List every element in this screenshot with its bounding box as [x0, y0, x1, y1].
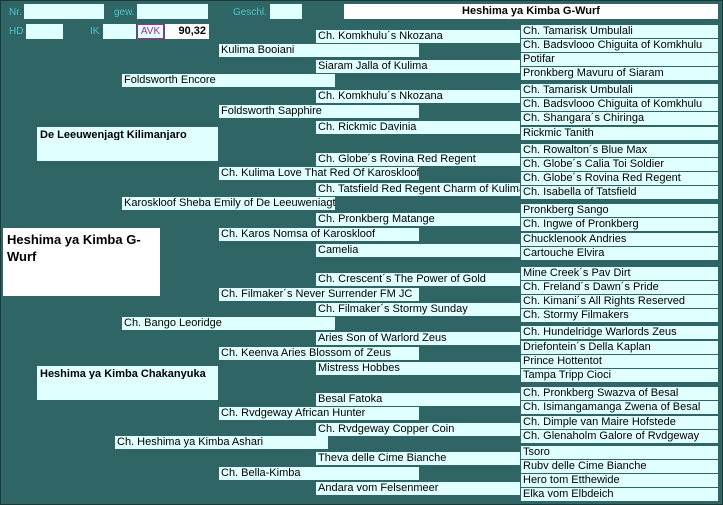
gen5-ancestor[interactable]: Chucklenook Andries	[521, 233, 718, 246]
gen5-ancestor[interactable]: Ch. Ingwe of Pronkberg	[521, 218, 718, 231]
gen5-ancestor[interactable]: Potifar	[521, 53, 718, 66]
gen5-ancestor[interactable]: Tsoro	[521, 446, 718, 459]
gen5-ancestor[interactable]: Ch. Rowalton´s Blue Max	[521, 144, 718, 157]
dam-box[interactable]: Heshima ya Kimba Chakanyuka	[37, 366, 218, 400]
great-grandparent[interactable]: Ch. Kulima Love That Red Of Karoskloof	[219, 167, 419, 180]
gen4-ancestor[interactable]: Ch. Globe´s Rovina Red Regent	[316, 153, 520, 166]
avk-label: AVK	[137, 24, 164, 39]
gen4-ancestor[interactable]: Theva delle Cime Bianche	[316, 452, 520, 465]
gew-label: gew.	[114, 7, 135, 18]
gen4-ancestor[interactable]: Mistress Hobbes	[316, 362, 520, 375]
great-grandparent[interactable]: Ch. Bella-Kimba	[219, 467, 419, 480]
great-grandparent[interactable]: Ch. Filmaker´s Never Surrender FM JC	[219, 288, 419, 301]
sire-name: De Leeuwenjagt Kilimanjaro	[40, 129, 187, 140]
gen5-ancestor[interactable]: Ch. Hundelridge Warlords Zeus	[521, 326, 718, 339]
gen5-ancestor[interactable]: Ch. Globe´s Rovina Red Regent	[521, 172, 718, 185]
gen5-ancestor[interactable]: Ch. Pronkberg Swazva of Besal	[521, 387, 718, 400]
grandparent[interactable]: Ch. Bango Leoridge	[122, 317, 335, 330]
gen4-ancestor[interactable]: Aries Son of Warlord Zeus	[316, 332, 520, 345]
gen5-ancestor[interactable]: Hero tom Etthewide	[521, 474, 718, 487]
gen5-ancestor[interactable]: Ch. Kimani´s All Rights Reserved	[521, 295, 718, 308]
gen5-ancestor[interactable]: Ch. Dimple van Maire Hofstede	[521, 416, 718, 429]
sire-box[interactable]: De Leeuwenjagt Kilimanjaro	[37, 127, 218, 161]
grandparent[interactable]: Karoskloof Sheba Emily of De Leeuweniagt	[122, 197, 335, 210]
great-grandparent[interactable]: Kulima Booiani	[219, 44, 419, 57]
gen4-ancestor[interactable]: Andara vom Felsenmeer	[316, 482, 520, 495]
gen5-ancestor[interactable]: Pronkberg Mavuru of Siaram	[521, 67, 718, 80]
gen5-ancestor[interactable]: Ch. Stormy Filmakers	[521, 309, 718, 322]
gen4-ancestor[interactable]: Ch. Komkhulu´s Nkozana	[316, 30, 520, 43]
gen5-ancestor[interactable]: Ch. Tamarisk Umbulali	[521, 84, 718, 97]
gen5-ancestor[interactable]: Ch. Tamarisk Umbulali	[521, 25, 718, 38]
gen4-ancestor[interactable]: Ch. Rickmic Davinia	[316, 121, 520, 134]
gen5-ancestor[interactable]: Ch. Glenaholm Galore of Rvdgeway	[521, 430, 718, 443]
gen5-ancestor[interactable]: Rubv delle Cime Bianche	[521, 460, 718, 473]
nr-label: Nr.	[9, 7, 22, 18]
ik-label: IK	[90, 26, 100, 37]
subject-name: Heshima ya Kimba G-Wurf	[3, 228, 160, 296]
grandparent[interactable]: Foldsworth Encore	[122, 74, 335, 87]
gen5-ancestor[interactable]: Cartouche Elvira	[521, 247, 718, 260]
nr-field[interactable]	[24, 4, 104, 19]
gen4-ancestor[interactable]: Camelia	[316, 244, 520, 257]
gen4-ancestor[interactable]: Ch. Rvdgeway Copper Coin	[316, 423, 520, 436]
gen5-ancestor[interactable]: Rickmic Tanith	[521, 127, 718, 140]
gen4-ancestor[interactable]: Ch. Crescent´s The Power of Gold	[316, 273, 520, 286]
gen5-ancestor[interactable]: Ch. Badsvlooo Chiguita of Komkhulu	[521, 39, 718, 52]
ik-field[interactable]	[103, 24, 136, 39]
gen5-ancestor[interactable]: Ch. Isimangamanga Zwena of Besal	[521, 401, 718, 414]
hd-field[interactable]	[26, 24, 63, 39]
gen4-ancestor[interactable]: Ch. Tatsfield Red Regent Charm of Kulima	[316, 183, 520, 196]
gen5-ancestor[interactable]: Ch. Isabella of Tatsfield	[521, 186, 718, 199]
gen5-ancestor[interactable]: Elka vom Elbdeich	[521, 488, 718, 501]
gen5-ancestor[interactable]: Ch. Shangara´s Chiringa	[521, 112, 718, 125]
gen5-ancestor[interactable]: Ch. Globe´s Calia Toi Soldier	[521, 158, 718, 171]
great-grandparent[interactable]: Foldsworth Sapphire	[219, 105, 419, 118]
gen5-ancestor[interactable]: Tampa Tripp Cioci	[521, 369, 718, 382]
gew-field[interactable]	[137, 4, 208, 19]
gen5-ancestor[interactable]: Prince Hottentot	[521, 355, 718, 368]
gen5-ancestor[interactable]: Mine Creek´s Pav Dirt	[521, 267, 718, 280]
geschl-field[interactable]	[270, 4, 302, 19]
avk-value: 90,32	[165, 24, 209, 39]
great-grandparent[interactable]: Ch. Karos Nomsa of Karoskloof	[219, 228, 419, 241]
grandparent[interactable]: Ch. Heshima ya Kimba Ashari	[115, 436, 328, 449]
hd-label: HD	[9, 26, 24, 37]
pedigree-title: Heshima ya Kimba G-Wurf	[344, 4, 718, 19]
dam-name: Heshima ya Kimba Chakanyuka	[40, 368, 206, 379]
gen4-ancestor[interactable]: Ch. Pronkberg Matange	[316, 213, 520, 226]
gen4-ancestor[interactable]: Besal Fatoka	[316, 393, 520, 406]
great-grandparent[interactable]: Ch. Rvdgeway African Hunter	[219, 407, 419, 420]
great-grandparent[interactable]: Ch. Keenva Aries Blossom of Zeus	[219, 347, 419, 360]
gen5-ancestor[interactable]: Ch. Badsvlooo Chiguita of Komkhulu	[521, 98, 718, 111]
gen4-ancestor[interactable]: Siaram Jalla of Kulima	[316, 60, 520, 73]
gen5-ancestor[interactable]: Ch. Freland´s Dawn´s Pride	[521, 281, 718, 294]
geschl-label: Geschl.	[233, 7, 267, 18]
gen4-ancestor[interactable]: Ch. Komkhulu´s Nkozana	[316, 90, 520, 103]
gen5-ancestor[interactable]: Pronkberg Sango	[521, 204, 718, 217]
gen5-ancestor[interactable]: Driefontein´s Della Kaplan	[521, 341, 718, 354]
gen4-ancestor[interactable]: Ch. Filmaker´s Stormy Sunday	[316, 303, 520, 316]
